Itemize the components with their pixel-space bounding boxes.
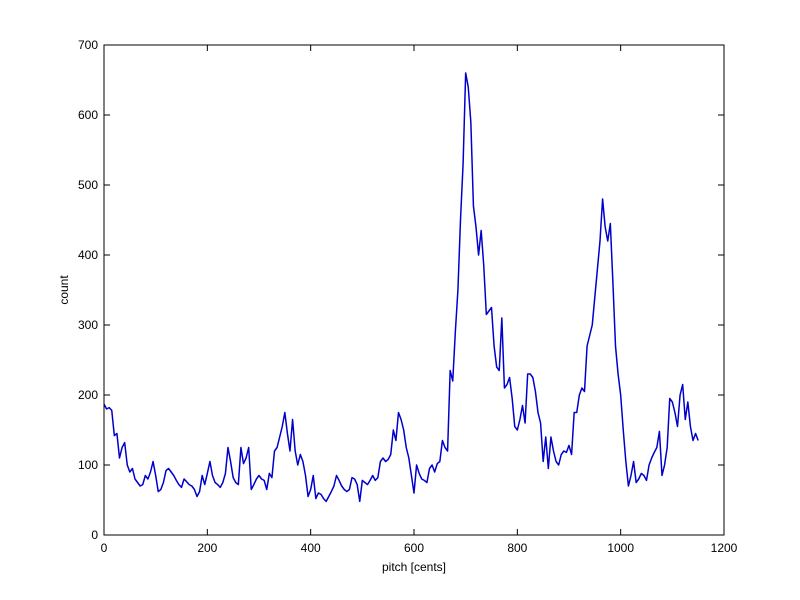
x-tick-label: 200 xyxy=(197,541,217,555)
x-axis-label: pitch [cents] xyxy=(382,560,446,574)
y-axis-label: count xyxy=(57,275,71,305)
x-tick-label: 1200 xyxy=(711,541,738,555)
y-tick-label: 600 xyxy=(78,108,98,122)
y-tick-label: 400 xyxy=(78,248,98,262)
y-tick-label: 700 xyxy=(78,38,98,52)
y-tick-label: 300 xyxy=(78,318,98,332)
plot-frame xyxy=(103,44,725,536)
x-tick-label: 400 xyxy=(301,541,321,555)
y-tick-label: 200 xyxy=(78,388,98,402)
x-tick-label: 1000 xyxy=(607,541,634,555)
y-tick-label: 100 xyxy=(78,458,98,472)
y-tick-label: 0 xyxy=(91,528,98,542)
x-tick-label: 800 xyxy=(507,541,527,555)
plot-background xyxy=(104,45,724,535)
x-tick-label: 0 xyxy=(101,541,108,555)
series-line xyxy=(103,72,699,503)
x-axis-ticks: 0 200 400 600 800 1000 1200 xyxy=(101,45,738,555)
x-tick-label: 600 xyxy=(404,541,424,555)
y-tick-label: 500 xyxy=(78,178,98,192)
y-axis-ticks: 0 100 200 300 400 500 600 700 xyxy=(78,38,724,542)
